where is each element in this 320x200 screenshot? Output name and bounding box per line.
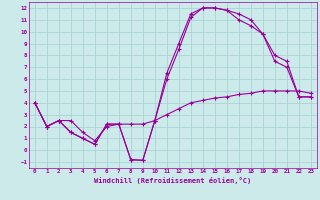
X-axis label: Windchill (Refroidissement éolien,°C): Windchill (Refroidissement éolien,°C) <box>94 177 252 184</box>
